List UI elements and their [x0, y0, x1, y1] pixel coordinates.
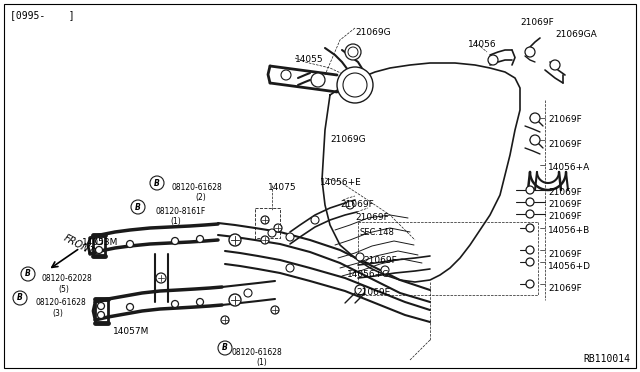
Text: (3): (3) — [52, 309, 63, 318]
Text: 21069F: 21069F — [340, 200, 374, 209]
Text: 08120-62028: 08120-62028 — [42, 274, 93, 283]
Circle shape — [526, 186, 534, 194]
Text: 21069F: 21069F — [548, 212, 582, 221]
Circle shape — [550, 60, 560, 70]
Circle shape — [355, 285, 365, 295]
Circle shape — [156, 273, 166, 283]
Circle shape — [526, 258, 534, 266]
Circle shape — [488, 55, 498, 65]
Circle shape — [346, 201, 354, 209]
Text: RB110014: RB110014 — [583, 354, 630, 364]
Circle shape — [345, 44, 361, 60]
Text: 08120-61628: 08120-61628 — [232, 348, 283, 357]
Text: B: B — [135, 202, 141, 212]
Circle shape — [281, 70, 291, 80]
Circle shape — [337, 67, 373, 103]
Text: (2): (2) — [195, 193, 205, 202]
Circle shape — [97, 311, 104, 318]
Circle shape — [348, 47, 358, 57]
Circle shape — [95, 247, 102, 253]
Circle shape — [526, 280, 534, 288]
Circle shape — [343, 73, 367, 97]
Circle shape — [150, 176, 164, 190]
Circle shape — [381, 266, 389, 274]
Circle shape — [172, 237, 179, 244]
Text: 14056+C: 14056+C — [347, 270, 389, 279]
Circle shape — [526, 224, 534, 232]
Circle shape — [196, 298, 204, 305]
Circle shape — [131, 200, 145, 214]
Text: B: B — [17, 294, 23, 302]
Circle shape — [21, 267, 35, 281]
Text: 14056: 14056 — [468, 40, 497, 49]
Text: 21069F: 21069F — [548, 115, 582, 124]
Text: 21069F: 21069F — [520, 18, 554, 27]
Text: FRONT: FRONT — [62, 232, 96, 257]
Text: 21069G: 21069G — [355, 28, 390, 37]
Circle shape — [286, 264, 294, 272]
Circle shape — [311, 73, 325, 87]
Text: (5): (5) — [58, 285, 69, 294]
Circle shape — [311, 216, 319, 224]
Circle shape — [261, 216, 269, 224]
Circle shape — [229, 234, 241, 246]
Circle shape — [286, 233, 294, 241]
Circle shape — [221, 316, 229, 324]
Circle shape — [526, 198, 534, 206]
Text: 08120-8161F: 08120-8161F — [155, 207, 205, 216]
Text: 14056+A: 14056+A — [548, 163, 590, 172]
Text: 08120-61628: 08120-61628 — [172, 183, 223, 192]
Circle shape — [13, 291, 27, 305]
Circle shape — [274, 224, 282, 232]
Text: [0995-    ]: [0995- ] — [10, 10, 75, 20]
Text: 21069F: 21069F — [355, 213, 388, 222]
Text: 21069F: 21069F — [548, 284, 582, 293]
Text: 14053M: 14053M — [82, 238, 118, 247]
Text: (1): (1) — [170, 217, 180, 226]
Text: 21069F: 21069F — [548, 140, 582, 149]
Text: 14057M: 14057M — [113, 327, 149, 336]
Circle shape — [526, 210, 534, 218]
Text: 14075: 14075 — [268, 183, 296, 192]
Circle shape — [271, 306, 279, 314]
Text: 21069F: 21069F — [548, 250, 582, 259]
Text: B: B — [25, 269, 31, 279]
Circle shape — [526, 246, 534, 254]
Circle shape — [196, 235, 204, 243]
Circle shape — [261, 236, 269, 244]
Circle shape — [530, 135, 540, 145]
Text: 14055: 14055 — [295, 55, 324, 64]
Text: 21069GA: 21069GA — [555, 30, 596, 39]
Text: 14056+D: 14056+D — [548, 262, 591, 271]
Text: 14056+E: 14056+E — [320, 178, 362, 187]
Text: B: B — [154, 179, 160, 187]
Circle shape — [172, 301, 179, 308]
Text: 21069G: 21069G — [330, 135, 365, 144]
Text: SEC.148: SEC.148 — [360, 228, 395, 237]
Text: (1): (1) — [256, 358, 267, 367]
Circle shape — [95, 237, 102, 244]
Text: 21069E: 21069E — [356, 288, 390, 297]
Circle shape — [268, 229, 276, 237]
Circle shape — [530, 113, 540, 123]
Circle shape — [127, 304, 134, 311]
Circle shape — [525, 47, 535, 57]
Text: 14056+B: 14056+B — [548, 226, 590, 235]
Text: 21069F: 21069F — [548, 200, 582, 209]
Circle shape — [218, 341, 232, 355]
Circle shape — [244, 289, 252, 297]
Circle shape — [356, 253, 364, 261]
Text: B: B — [222, 343, 228, 353]
Circle shape — [127, 241, 134, 247]
Text: 08120-61628: 08120-61628 — [35, 298, 86, 307]
Circle shape — [229, 294, 241, 306]
Circle shape — [97, 302, 104, 310]
Text: 21069F: 21069F — [363, 256, 397, 265]
Text: 21069F: 21069F — [548, 188, 582, 197]
